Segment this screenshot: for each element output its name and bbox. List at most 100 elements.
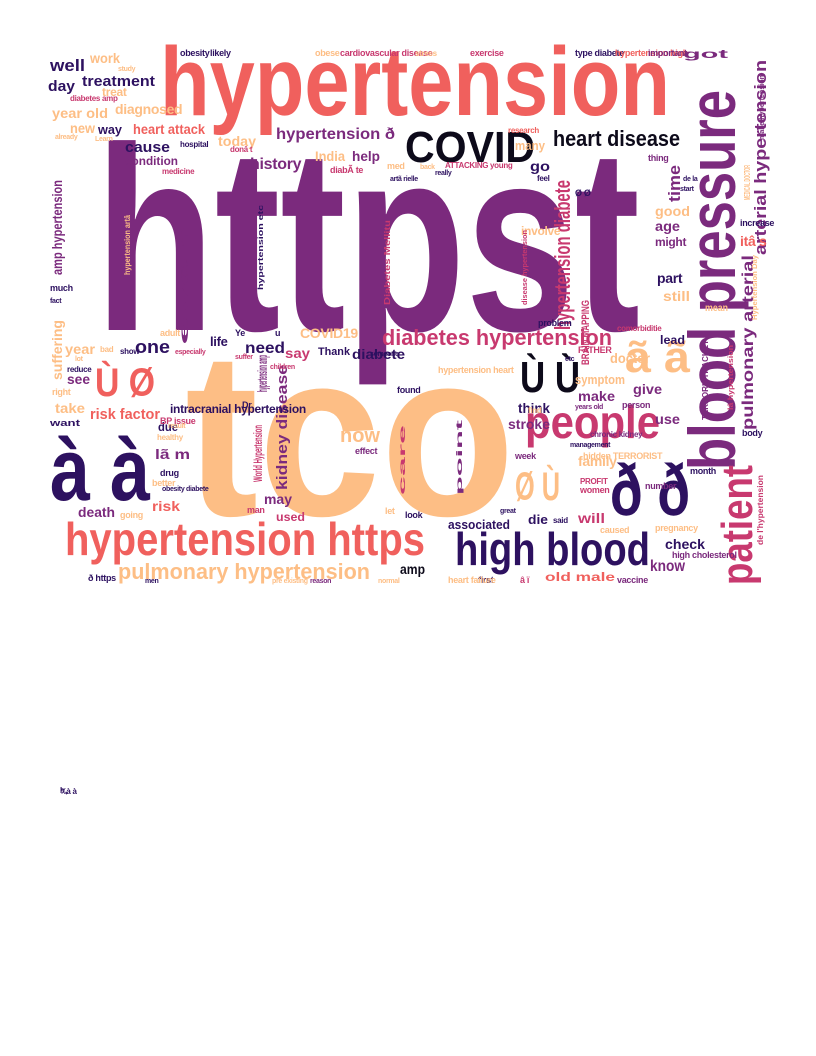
word: care [398,423,407,495]
word: lã m [155,446,190,462]
word: hypertension high [615,48,688,58]
word: effect [355,446,378,456]
word: amp hypertension [49,180,65,275]
word: result [168,423,186,430]
word: symptom [575,372,625,387]
word: h [60,786,65,795]
word: week [514,451,537,461]
word: found [397,385,421,395]
word: pulmonary hypertension [118,559,370,584]
word: FATHER [578,345,612,355]
word: high blood [455,523,650,575]
word: old male [545,570,615,584]
word: help [352,148,380,164]
word: hypertension artâ [123,215,132,275]
word: condition [125,154,178,168]
word: lead [660,333,685,347]
word: thing [648,153,669,163]
word: go [530,158,550,174]
word: Ù Ù [520,352,580,402]
word: blood pressure [675,90,749,470]
word: risk factor [90,406,160,423]
word: hypertension [160,27,670,136]
word: family [578,453,617,469]
word: say [285,345,310,361]
word: young [490,161,513,170]
word: better [152,478,176,488]
word: month [690,466,716,476]
word: may [264,491,292,507]
word: World Hypertension [251,425,265,482]
word: got [683,47,728,61]
word: hidden TERRORIST [583,451,663,461]
word: de l'hypertension [756,475,765,545]
word: hypertension amp [254,355,270,392]
word: time [665,165,684,202]
word: age [655,218,680,234]
word: used [276,510,305,524]
word: risk [152,498,180,514]
word: think [518,400,550,416]
word: de la [683,176,698,183]
word: one [135,337,170,357]
word: diabÃ te [330,165,363,175]
word: diabetes amp [70,94,118,103]
word: use [655,411,680,427]
word: comorbiditie [617,324,662,333]
word: MEDICAL DOCTOR [743,165,752,200]
word: day [48,78,76,95]
word: obese [315,48,340,58]
word: first [478,575,494,585]
word: Ø Ø [575,188,591,198]
word: donâ t [230,145,253,154]
word: die [528,512,548,527]
word: great [500,508,517,515]
word: point [455,419,464,495]
word: look [405,510,424,520]
word: diabete [352,346,405,362]
word: death [78,504,115,520]
word: women [579,485,610,495]
word: etc [565,356,575,363]
word: vaccine [617,575,648,585]
word: Hypertension Day [752,255,759,320]
word: India [315,148,345,164]
word: suffering [49,320,65,380]
word: reason [310,578,331,585]
word: new [70,120,95,136]
word: hospital [180,140,208,149]
word: really [435,170,452,177]
word: make [578,388,615,404]
word: right [52,387,71,397]
word: u [275,328,280,338]
word: ¾à à [60,787,77,796]
word: much [50,283,73,293]
word: body [742,428,763,438]
word: hypertension https [65,513,425,565]
word: ATTACKING [445,161,488,170]
word: men [145,578,159,585]
word: BRAIN MAPPING [580,300,592,365]
word: today [218,133,256,149]
word: COVID19 [300,325,358,341]
word: show [120,347,140,356]
word: problem [538,318,572,328]
word: involve [521,224,561,238]
word: stress [415,49,438,58]
word: pregnancy [655,523,698,533]
word: obesity [180,48,210,58]
word: check [665,536,705,552]
word: associated [448,517,510,532]
word: heart failure [448,575,496,585]
word: hypertension ð [276,126,395,143]
word: heart attack [133,121,205,137]
word: â ï [520,575,530,585]
word: find [528,406,542,415]
word: let [385,506,395,516]
word: people [525,396,660,448]
word: increase [740,218,774,228]
word: even [177,225,191,345]
word: make hypertension [759,75,766,140]
